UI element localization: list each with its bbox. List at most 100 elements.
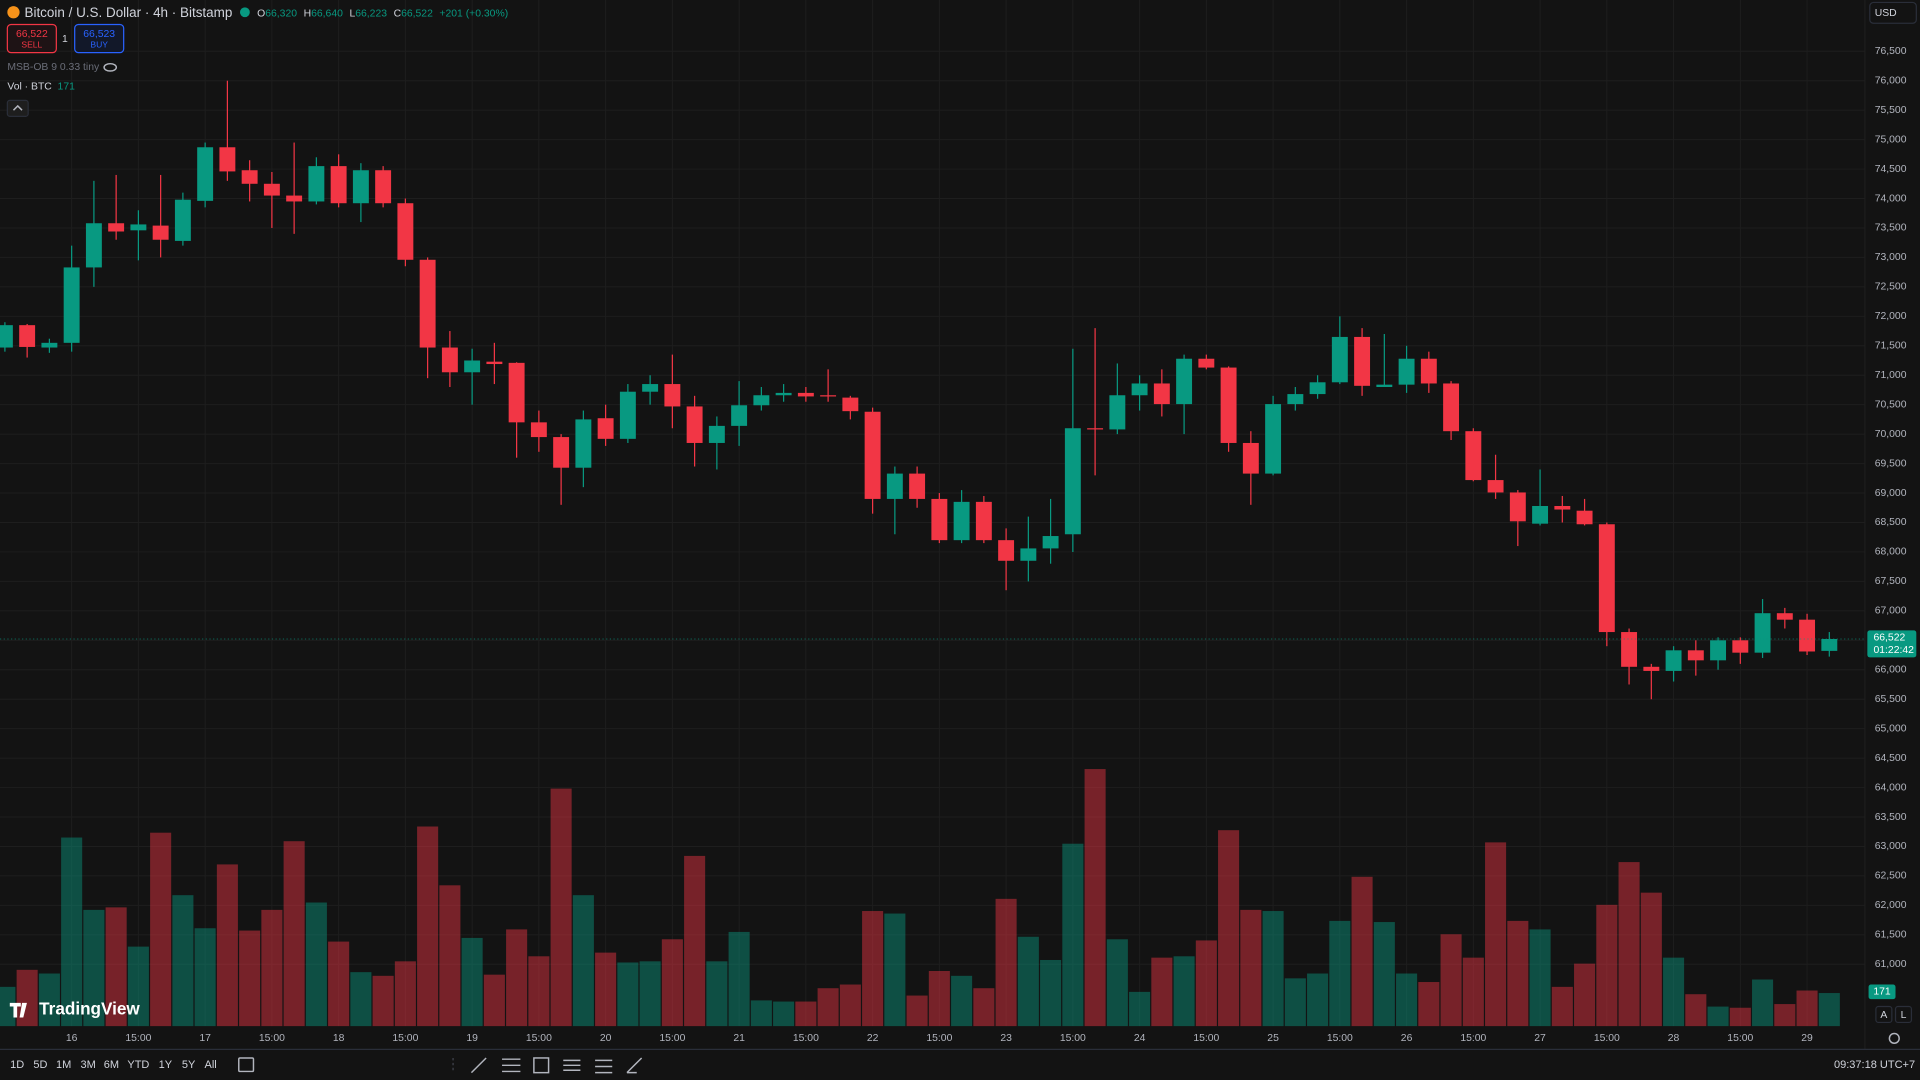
auto-scale-button[interactable] <box>1875 1005 1893 1024</box>
sell-label[interactable]: SELL <box>21 40 42 50</box>
volume-bar <box>1774 1004 1796 1027</box>
volume-label[interactable]: Vol · BTC <box>7 82 52 93</box>
volume-bar <box>906 995 928 1027</box>
rectangle-tool[interactable] <box>533 1057 550 1074</box>
y-tick-label: 69,000 <box>1875 488 1907 499</box>
candle-body <box>1287 394 1304 405</box>
candle-body <box>1532 505 1549 524</box>
trend-line-tool[interactable] <box>470 1057 487 1074</box>
volume-bar <box>1707 1006 1729 1027</box>
buy-price[interactable]: 66,523 <box>83 29 115 40</box>
x-tick-label: 28 <box>1668 1033 1680 1044</box>
y-tick-label: 67,000 <box>1875 606 1907 617</box>
candle-body <box>219 147 236 172</box>
date-range-icon[interactable] <box>238 1057 255 1073</box>
candle-body <box>753 395 770 406</box>
range-button[interactable]: All <box>204 1059 216 1071</box>
candle-body <box>909 473 926 499</box>
log-scale-button[interactable] <box>1894 1005 1913 1024</box>
indicator-label[interactable]: MSB-OB 9 0.33 tiny <box>7 62 100 73</box>
candle-body <box>330 166 347 204</box>
candle-body <box>553 437 570 468</box>
volume-bar <box>728 931 750 1027</box>
buy-button[interactable]: 66,523 BUY <box>74 23 125 54</box>
volume-bar <box>1195 940 1217 1027</box>
visibility-icon[interactable] <box>103 62 118 72</box>
candle-body <box>1554 505 1571 510</box>
candle-body <box>152 225 169 240</box>
volume-bar <box>1685 994 1707 1027</box>
candle-body <box>597 418 614 439</box>
volume-bar <box>639 961 661 1027</box>
sell-button[interactable]: 66,522 SELL <box>6 23 57 54</box>
logo-text[interactable]: TradingView <box>39 999 140 1019</box>
volume-bar <box>839 984 861 1027</box>
ohlc-key: H <box>304 8 312 19</box>
candle-body <box>1465 431 1482 481</box>
collapse-icon <box>12 104 23 111</box>
currency[interactable]: USD <box>1875 8 1897 19</box>
range-button[interactable]: 1D <box>10 1059 24 1071</box>
candle-body <box>1242 442 1259 474</box>
candle-body <box>820 395 837 397</box>
volume-bar <box>239 930 261 1027</box>
volume-bar <box>1462 957 1484 1027</box>
x-tick-label: 15:00 <box>1460 1033 1486 1044</box>
candle-body <box>1487 480 1504 493</box>
volume-bar <box>506 929 528 1027</box>
fib-tool[interactable] <box>502 1058 521 1073</box>
candle-body <box>1354 336 1371 386</box>
volume-bar <box>1040 959 1062 1027</box>
volume-bar <box>1284 978 1306 1027</box>
volume-bar <box>1062 843 1084 1027</box>
symbol-title[interactable]: Bitcoin / U.S. Dollar · 4h · Bitstamp <box>24 5 232 20</box>
range-button[interactable]: 6M <box>104 1059 119 1071</box>
volume-bar <box>439 885 461 1027</box>
volume-bar <box>1017 936 1039 1027</box>
x-tick-label: 19 <box>466 1033 478 1044</box>
volume-bar <box>105 907 127 1027</box>
sell-box[interactable] <box>6 23 57 54</box>
volume-bar <box>550 788 572 1027</box>
range-button[interactable]: YTD <box>127 1059 149 1071</box>
log-scale-label[interactable]: L <box>1901 1010 1907 1021</box>
y-tick-label: 69,500 <box>1875 458 1907 469</box>
x-tick-label: 18 <box>333 1033 345 1044</box>
volume-bar <box>1618 862 1640 1027</box>
volume-bar <box>483 974 505 1027</box>
volume-bar <box>394 961 416 1027</box>
y-tick-label: 73,500 <box>1875 223 1907 234</box>
range-button[interactable]: 5D <box>33 1059 47 1071</box>
volume-bar <box>795 1001 817 1027</box>
candle-body <box>1799 619 1816 652</box>
buy-box[interactable] <box>74 23 125 54</box>
range-button[interactable]: 1Y <box>159 1059 173 1071</box>
settings-icon[interactable] <box>1888 1032 1900 1044</box>
volume-bar <box>150 832 172 1027</box>
pitchfork-tool[interactable] <box>595 1059 613 1074</box>
y-tick-label: 74,500 <box>1875 164 1907 175</box>
range-button[interactable]: 3M <box>81 1059 96 1071</box>
range-button[interactable]: 5Y <box>182 1059 196 1071</box>
channel-tool[interactable] <box>563 1059 581 1071</box>
sell-price[interactable]: 66,522 <box>16 29 48 40</box>
candle-body <box>708 425 725 443</box>
buy-label[interactable]: BUY <box>90 40 108 50</box>
candle-body <box>397 203 414 260</box>
candle-body <box>1710 640 1727 661</box>
currency-button[interactable] <box>1869 1 1917 24</box>
volume-bar <box>61 837 83 1027</box>
collapse-button[interactable] <box>6 99 29 117</box>
candle-body <box>1131 383 1148 396</box>
candle-body <box>1198 358 1215 368</box>
volume-bar <box>461 937 483 1027</box>
range-button[interactable]: 1M <box>56 1059 71 1071</box>
range-buttons: 1D 5D 1M 3M 6M YTD 1Y 5Y All <box>10 1059 217 1071</box>
y-tick-label: 71,500 <box>1875 341 1907 352</box>
auto-scale-label[interactable]: A <box>1880 1010 1887 1021</box>
y-tick-label: 64,000 <box>1875 782 1907 793</box>
candle-body <box>0 325 13 348</box>
brush-tool[interactable] <box>626 1057 643 1074</box>
volume-bar <box>38 973 60 1027</box>
